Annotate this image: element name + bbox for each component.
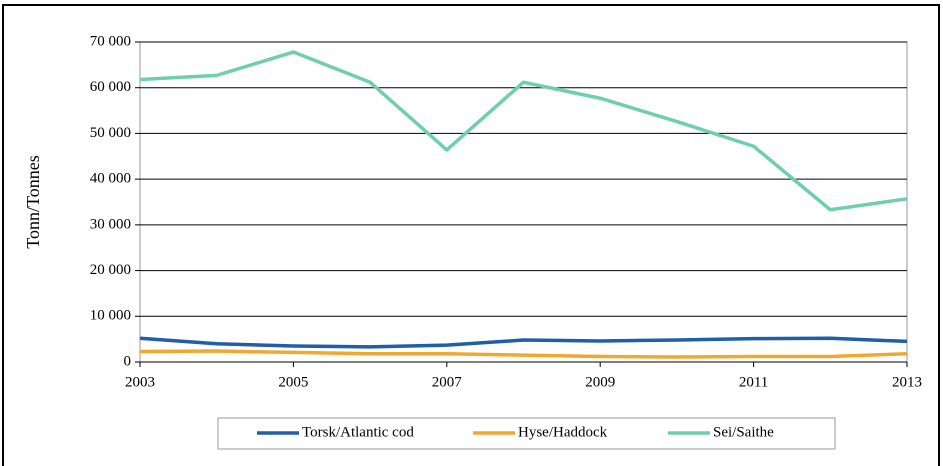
x-tick-label: 2005 (278, 374, 308, 390)
y-tick-label: 50 000 (90, 125, 131, 141)
x-tick-label: 2011 (739, 374, 768, 390)
series-line (139, 349, 908, 359)
x-tick-label: 2009 (585, 374, 615, 390)
legend-label: Sei/Saithe (713, 424, 774, 440)
plot-area (139, 41, 908, 363)
series-line (139, 50, 908, 212)
x-tick-label: 2007 (432, 374, 463, 390)
legend-label: Hyse/Haddock (518, 424, 608, 440)
frame (2, 4, 940, 466)
y-axis-title: Tonn/Tonnes (23, 155, 43, 248)
y-tick-label: 10 000 (90, 308, 131, 324)
legend-label: Torsk/Atlantic cod (302, 424, 414, 440)
y-tick-label: 20 000 (90, 262, 131, 278)
y-tick-label: 70 000 (90, 33, 131, 49)
y-tick-label: 40 000 (90, 171, 131, 187)
x-tick-label: 2013 (892, 374, 922, 390)
y-tick-label: 0 (124, 353, 132, 369)
y-tick-label: 30 000 (90, 216, 131, 232)
x-tick-label: 2003 (125, 374, 155, 390)
series-line (139, 336, 908, 349)
y-tick-label: 60 000 (90, 79, 131, 95)
legend-box (217, 417, 836, 450)
